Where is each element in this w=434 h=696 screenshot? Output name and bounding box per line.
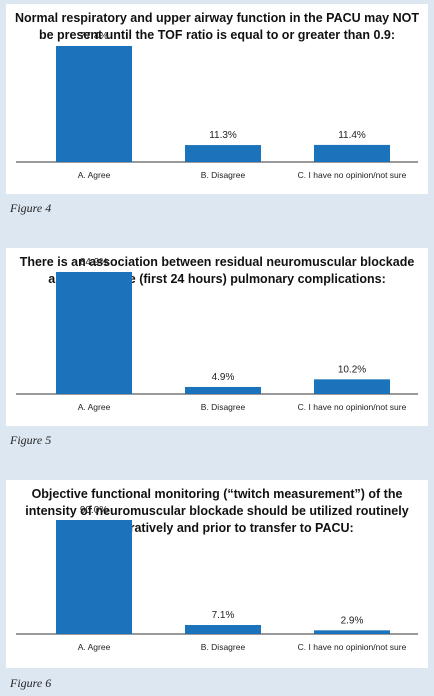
category-label: B. Disagree [201, 642, 246, 652]
chart-title: There is an association between residual… [19, 255, 415, 286]
bar-chart: 77.4% A. Agree 11.3% B. Disagree 11.4% C. I h… [16, 31, 418, 180]
bar [314, 630, 390, 634]
data-label: 4.9% [212, 372, 235, 383]
bar [185, 145, 261, 162]
figure-4-panel: Normal respiratory and upper airway func… [6, 4, 428, 194]
data-label: 11.3% [209, 130, 237, 141]
category-label: C. I have no opinion/not sure [298, 170, 407, 180]
category-label: A. Agree [78, 170, 111, 180]
figure-caption: Figure 4 [10, 201, 52, 215]
bar [185, 625, 261, 634]
data-label: 10.2% [338, 364, 366, 375]
bar [185, 386, 261, 394]
bar [56, 272, 132, 394]
data-label: 11.4% [338, 130, 366, 141]
bar [56, 46, 132, 162]
figure-caption: Figure 6 [10, 676, 52, 690]
data-label: 7.1% [212, 610, 235, 621]
data-label: 84.9% [80, 257, 108, 268]
figure-5-panel: There is an association between residual… [6, 248, 428, 426]
bar [56, 520, 132, 634]
data-label: 90.0% [80, 505, 108, 516]
data-label: 2.9% [341, 615, 364, 626]
bar [314, 144, 390, 162]
bar-chart: 84.9% A. Agree 4.9% B. Disagree 10.2% C. I ha… [16, 257, 418, 412]
category-label: C. I have no opinion/not sure [298, 642, 407, 652]
category-label: C. I have no opinion/not sure [298, 402, 407, 412]
category-label: A. Agree [78, 402, 111, 412]
category-label: B. Disagree [201, 402, 246, 412]
figure-6-panel: Objective functional monitoring (“twitch… [6, 480, 428, 668]
chart-title: Normal respiratory and upper airway func… [14, 11, 419, 42]
chart-title: Objective functional monitoring (“twitch… [25, 487, 409, 535]
bar-chart: 90.0% A. Agree 7.1% B. Disagree 2.9% C. I hav… [16, 505, 418, 652]
category-label: B. Disagree [201, 170, 246, 180]
bar [314, 379, 390, 394]
category-label: A. Agree [78, 642, 111, 652]
figure-caption: Figure 5 [10, 433, 52, 447]
data-label: 77.4% [80, 31, 108, 42]
